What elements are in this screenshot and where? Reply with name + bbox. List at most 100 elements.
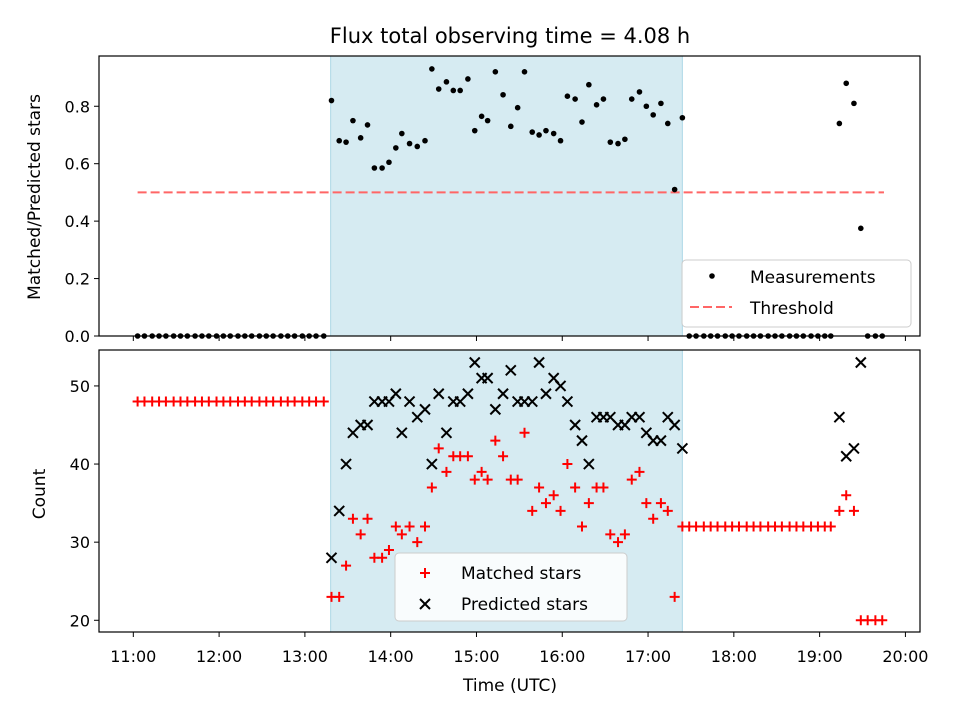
matched-star-point [877, 615, 888, 626]
measurements-legend-label: Measurements [750, 268, 876, 288]
predicted-stars-legend-label: Predicted stars [461, 595, 588, 615]
predicted-star-point [576, 434, 588, 447]
predicted-star-point [440, 427, 453, 439]
matched-star-point [498, 451, 509, 462]
predicted-star-point [333, 505, 345, 517]
matched-star-point [377, 552, 388, 563]
measurement-point [579, 119, 585, 125]
measurement-point [350, 117, 356, 124]
matched-star-point [462, 451, 473, 462]
measurement-point [406, 140, 413, 147]
predicted-star-point [533, 356, 545, 369]
predicted-star-point [540, 388, 552, 400]
matched-star-point [598, 482, 609, 493]
measurement-point [471, 127, 478, 134]
predicted-star-point [361, 419, 374, 431]
measurement-point [557, 137, 564, 144]
x-tick-label: 12:00 [196, 647, 242, 666]
measurement-point [507, 123, 514, 130]
predicted-star-point [426, 458, 438, 470]
matched-star-point [476, 466, 487, 477]
x-tick-label: 17:00 [625, 647, 671, 666]
ratio-legend-box [681, 259, 912, 328]
measurement-point [371, 165, 378, 171]
measurement-point [622, 136, 628, 143]
count-legend-box [394, 552, 628, 622]
matched-star-point [404, 521, 415, 532]
measurement-point [636, 89, 643, 95]
predicted-star-point [855, 356, 867, 369]
measurement-point [379, 165, 385, 171]
matched-star-point [834, 505, 845, 516]
matched-star-point [412, 537, 423, 548]
x-tick-label: 13:00 [282, 647, 328, 666]
predicted-star-point [481, 372, 494, 384]
matched-star-point [355, 529, 366, 540]
ratio-panel: Matched/Predicted stars 0.0 0.2 0.4 0.6 0.8 M… [25, 55, 921, 346]
matched-star-point [562, 459, 573, 470]
predicted-star-point [676, 442, 689, 455]
measurement-point [435, 86, 442, 92]
measurement-point [484, 117, 491, 124]
predicted-star-point [569, 419, 581, 431]
measurement-point [500, 91, 506, 98]
predicted-star-point [833, 411, 846, 423]
ratio-y-tick-label: 0.6 [65, 155, 90, 174]
count-legend: Matched stars Predicted stars [394, 552, 628, 622]
matched-star-point [341, 560, 352, 571]
ratio-y-tick-label: 0.0 [65, 327, 90, 346]
measurement-point [386, 159, 392, 166]
matched-stars-legend-label: Matched stars [461, 564, 581, 584]
matched-star-point [390, 521, 401, 532]
measurement-point [536, 132, 542, 138]
x-tick-label: 11:00 [110, 647, 156, 666]
matched-star-point [555, 505, 566, 516]
predicted-star-point [561, 395, 574, 408]
matched-star-point [641, 498, 652, 509]
x-tick-label: 14:00 [368, 647, 414, 666]
matched-star-point [527, 505, 538, 516]
matched-star-point [648, 513, 659, 524]
measurement-point [443, 79, 450, 85]
matched-star-point [318, 396, 329, 407]
measurement-point [422, 137, 428, 144]
count-y-tick-label: 20 [70, 611, 90, 630]
predicted-star-point [554, 380, 567, 392]
matched-star-point [848, 505, 859, 516]
count-y-tick-label: 30 [70, 533, 90, 552]
measurement-point [543, 127, 549, 134]
measurement-point [650, 112, 656, 118]
matched-stars-legend-marker [420, 568, 430, 578]
chart-title: Flux total observing time = 4.08 h [330, 24, 690, 48]
matched-star-point [605, 529, 616, 540]
x-tick-label: 20:00 [882, 647, 928, 666]
matched-star-point [334, 591, 345, 602]
matched-star-point [426, 482, 437, 493]
count-plot-frame [98, 349, 921, 633]
measurement-point [615, 140, 621, 147]
measurement-point [664, 120, 671, 127]
matched-star-point [613, 537, 624, 548]
measurement-point [658, 100, 664, 107]
ratio-y-tick-label: 0.8 [65, 97, 90, 116]
measurement-point [465, 76, 471, 82]
predicted-star-point [340, 458, 352, 470]
matched-star-point [362, 513, 373, 524]
predicted-star-point [668, 419, 681, 431]
measurement-point [851, 100, 857, 107]
matched-star-point [441, 466, 452, 477]
x-tick-label: 15:00 [453, 647, 499, 666]
ratio-plot-frame [98, 55, 921, 337]
measurement-point [593, 102, 600, 108]
predicted-star-point [633, 411, 646, 423]
measurement-point [414, 143, 421, 150]
matched-star-point [655, 498, 666, 509]
predicted-star-point [526, 395, 538, 408]
measurement-point [843, 80, 850, 87]
matched-star-point [383, 544, 394, 555]
measurement-point [492, 68, 499, 75]
predicted-star-point [433, 388, 445, 400]
measurement-point [521, 68, 528, 75]
measurement-point [836, 120, 843, 127]
threshold-legend-label: Threshold [749, 299, 834, 319]
